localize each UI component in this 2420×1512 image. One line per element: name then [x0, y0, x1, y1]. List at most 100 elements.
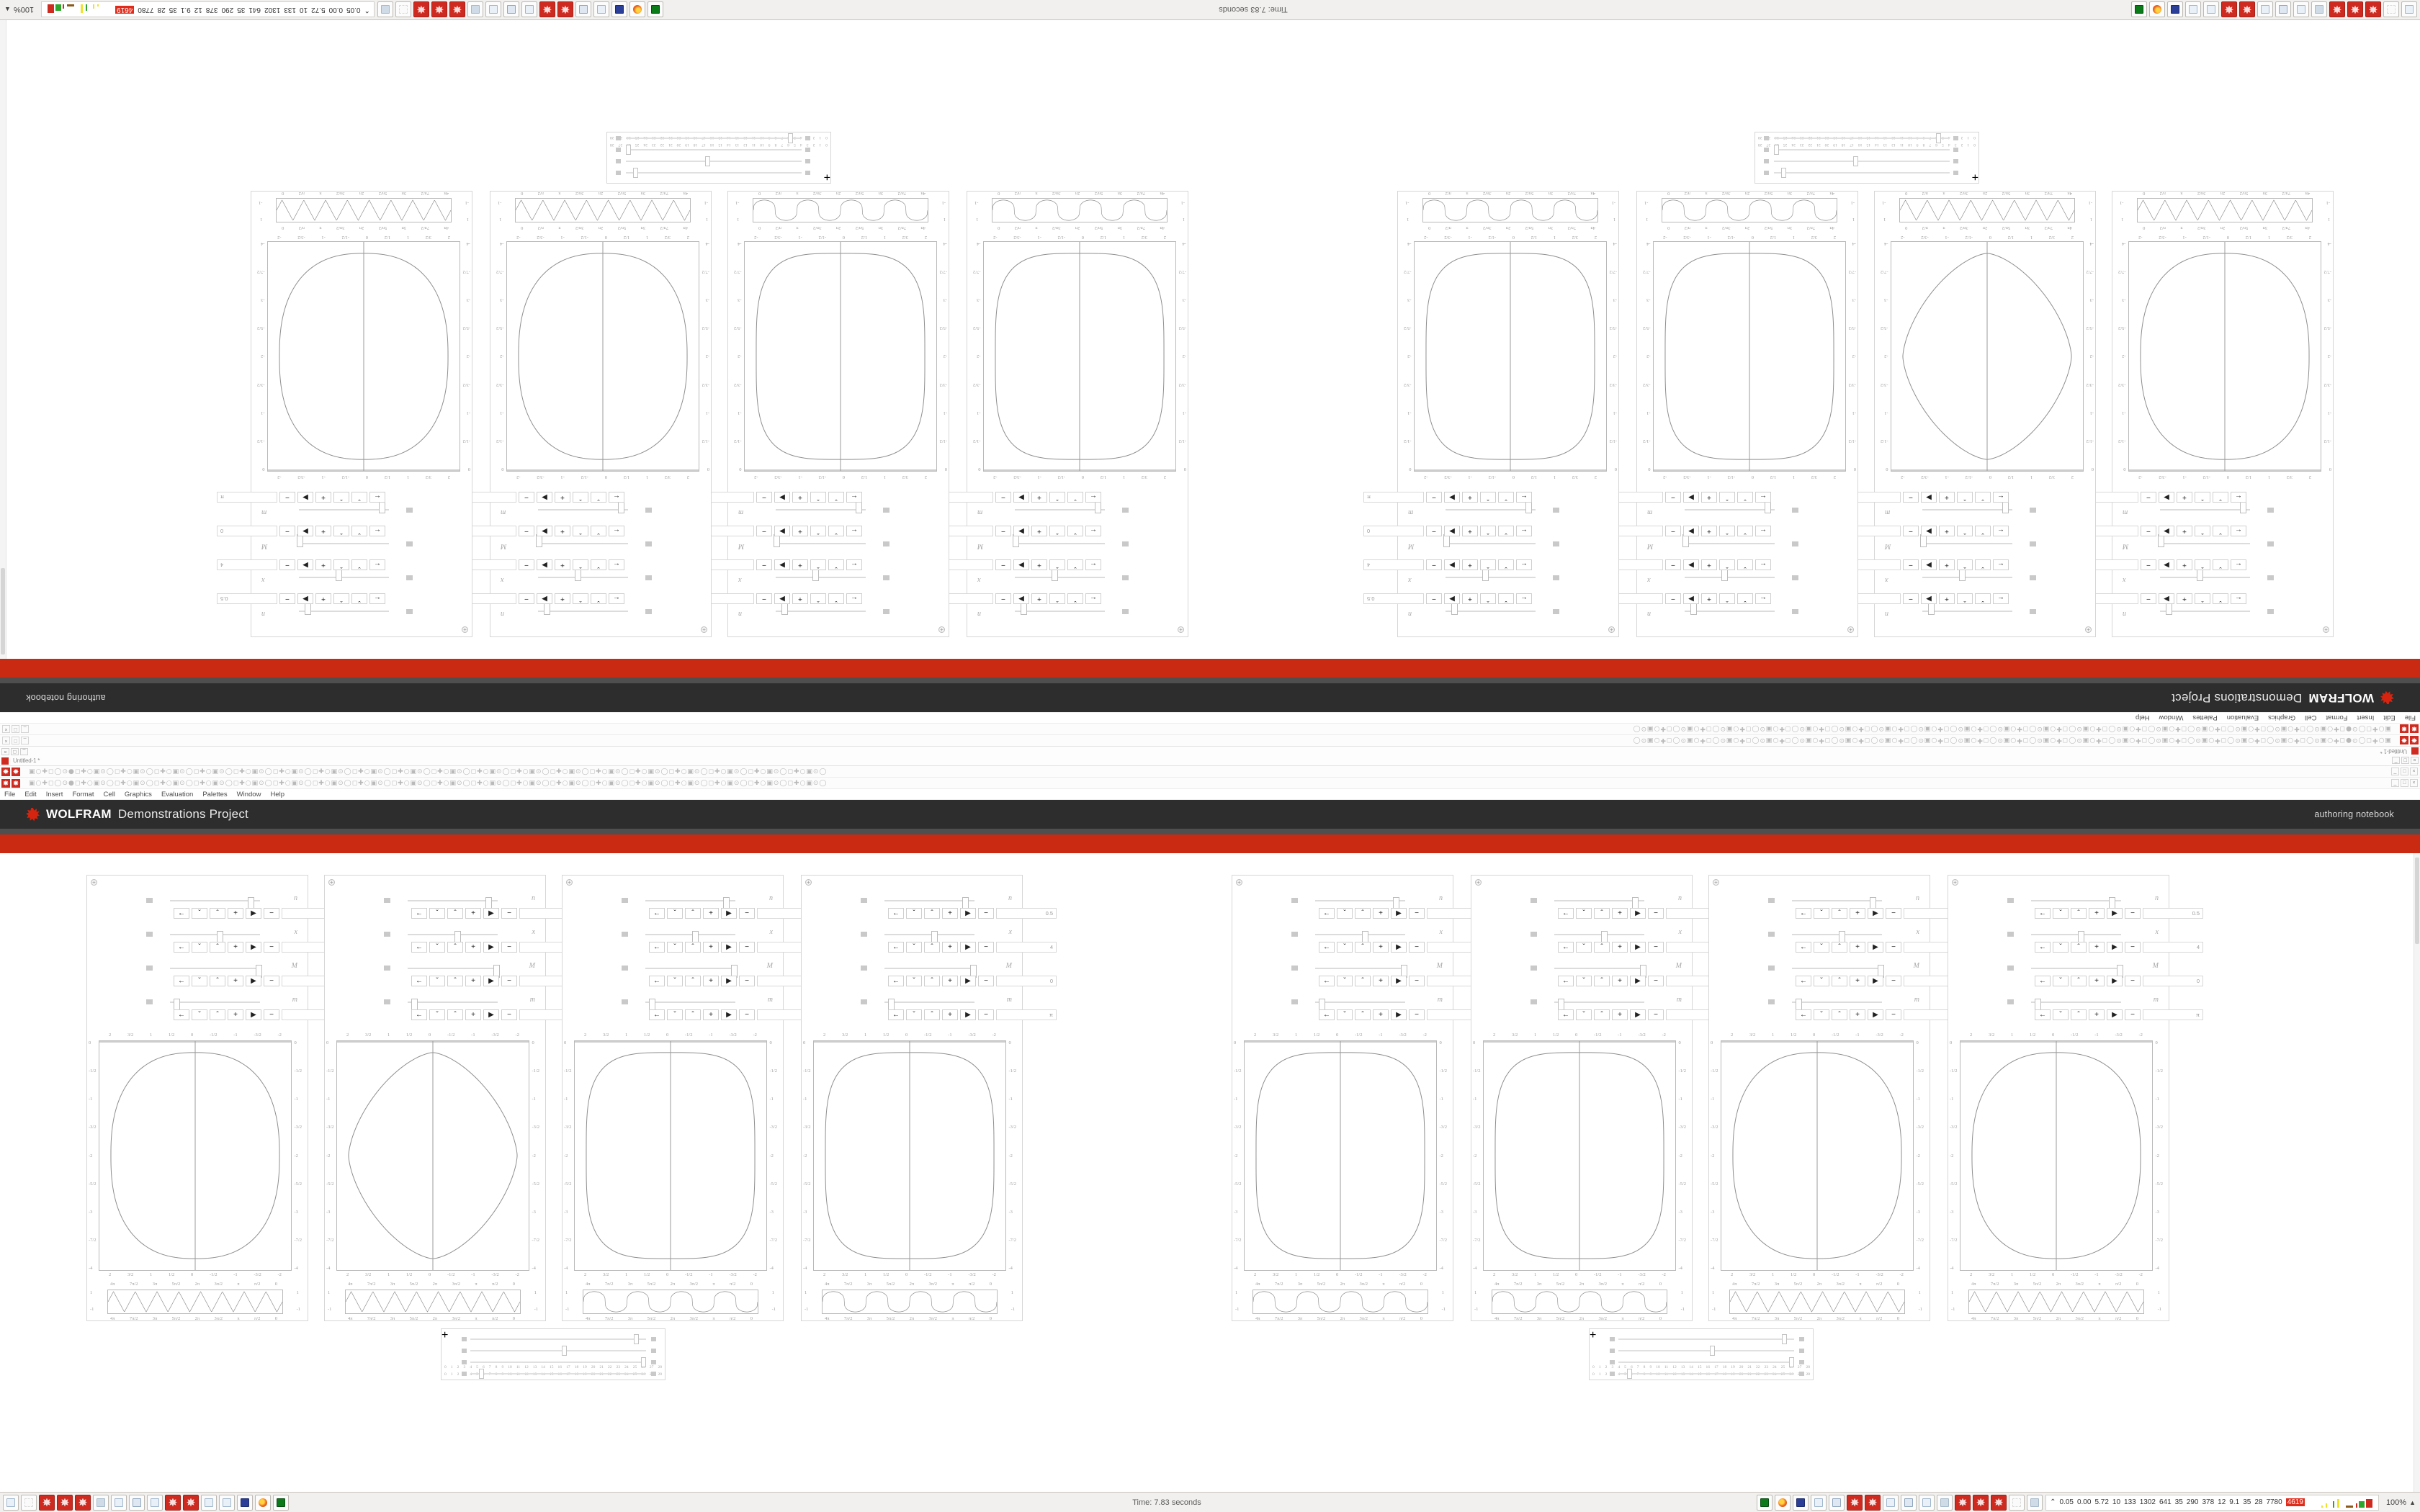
notebook-panel[interactable]: +n←ˇˆ+▶−0.5x←ˇˆ+▶−4M←ˇˆ+▶−0m←ˇˆ+▶−π23/21… — [86, 875, 342, 1321]
minus-square-icon[interactable] — [1291, 898, 1298, 903]
mathematica-icon[interactable] — [2329, 1, 2345, 18]
menu-format[interactable]: Format — [2326, 714, 2348, 722]
minus-square-icon[interactable] — [1610, 1337, 1615, 1341]
decrement-button[interactable]: − — [279, 526, 295, 536]
play-button[interactable]: ▶ — [537, 593, 552, 604]
waveform-plot[interactable] — [345, 1290, 521, 1314]
parametric-plot[interactable] — [744, 241, 937, 472]
decrement-button[interactable]: − — [1886, 1009, 1901, 1020]
increment-button[interactable]: + — [792, 559, 808, 570]
slider-track[interactable] — [538, 500, 628, 513]
slider-row-M[interactable]: M←ˇˆ+▶−0 — [2078, 521, 2331, 554]
detached-control-window[interactable]: +012345678910111213141516171819202122232… — [441, 1328, 666, 1380]
blank-doc-icon[interactable] — [395, 1, 411, 18]
slider-track[interactable] — [1446, 568, 1536, 581]
slider-row-M[interactable]: M←ˇˆ+▶−0 — [1473, 958, 1726, 991]
step-down-button[interactable]: ˇ — [828, 492, 844, 503]
slider-button-row[interactable]: ←ˇˆ+▶−π — [933, 492, 1101, 503]
calculator-icon[interactable] — [129, 1494, 145, 1511]
slider-track[interactable] — [1315, 931, 1405, 944]
waveform-plot[interactable] — [1899, 198, 2075, 222]
play-button[interactable]: ▶ — [537, 559, 552, 570]
slider-value-n[interactable]: 0.5 — [217, 593, 277, 604]
manipulate-controls[interactable]: n←ˇˆ+▶−0.5x←ˇˆ+▶−4M←ˇˆ+▶−0m←ˇˆ+▶−π — [694, 487, 947, 622]
slider-row-m[interactable]: m←ˇˆ+▶−π — [89, 991, 342, 1025]
minus-square-icon[interactable] — [2007, 932, 2014, 937]
slider-x[interactable] — [521, 568, 641, 582]
reset-button[interactable]: ← — [411, 976, 427, 986]
blank-doc-icon[interactable] — [2383, 1, 2399, 18]
play-button[interactable]: ▶ — [1868, 942, 1883, 953]
slider-track[interactable] — [297, 534, 389, 547]
step-up-button[interactable]: ˆ — [210, 1009, 225, 1020]
calculator-icon[interactable] — [575, 1, 591, 18]
slider-row-m[interactable]: m←ˇˆ+▶−π — [2078, 487, 2331, 521]
step-down-button[interactable]: ˇ — [591, 593, 606, 604]
slider-track[interactable] — [2160, 568, 2250, 581]
slider-track[interactable] — [1792, 999, 1882, 1012]
taskbar-left-buttons[interactable] — [1959, 1, 2420, 18]
slider-button-row[interactable]: ←ˇˆ+▶−0.5 — [1796, 908, 1964, 919]
waveform-plot[interactable] — [1422, 198, 1598, 222]
increment-button[interactable]: + — [2089, 942, 2105, 953]
minus-square-icon[interactable] — [406, 575, 413, 580]
toolbar-row-2-mirror[interactable]: ▣○✚◻◯⊙●◻✚○▣⊙◯◻✚○▣⊙◯◻✚○▣⊙◯◻✚○▣⊙◯◻✚○▣⊙◯◻✚○… — [0, 723, 2420, 734]
notebook-panel[interactable]: +n←ˇˆ+▶−0.5x←ˇˆ+▶−4M←ˇˆ+▶−0m←ˇˆ+▶−π23/21… — [456, 191, 712, 637]
minus-square-icon[interactable] — [861, 898, 867, 903]
notepad-icon[interactable] — [147, 1494, 163, 1511]
plus-circle-icon[interactable]: + — [701, 626, 707, 633]
step-down-button[interactable]: ˇ — [1576, 1009, 1592, 1020]
plus-circle-icon[interactable]: + — [1952, 879, 1958, 886]
slider-M[interactable] — [395, 964, 515, 978]
manipulate-controls[interactable]: n←ˇˆ+▶−0.5x←ˇˆ+▶−4M←ˇˆ+▶−0m←ˇˆ+▶−π — [1603, 487, 1856, 622]
increment-button[interactable]: + — [2089, 908, 2105, 919]
step-down-button[interactable]: ˇ — [1737, 593, 1753, 604]
minus-square-icon[interactable] — [462, 1360, 467, 1364]
reset-button[interactable]: ← — [649, 942, 665, 953]
slider-m[interactable] — [282, 500, 402, 514]
play-button[interactable]: ▶ — [1013, 593, 1029, 604]
slider-button-row[interactable]: ←ˇˆ+▶−0 — [2078, 526, 2246, 536]
minus-square-icon[interactable] — [462, 1337, 467, 1341]
reset-button[interactable]: ← — [369, 559, 385, 570]
slider-row-n[interactable]: n←ˇˆ+▶−0.5 — [1840, 588, 2094, 622]
taskbar-right-buttons[interactable] — [377, 1, 663, 18]
minus-square-icon[interactable] — [861, 999, 867, 1004]
reset-button[interactable]: ← — [411, 908, 427, 919]
play-button[interactable]: ▶ — [246, 1009, 261, 1020]
decrement-button[interactable]: − — [756, 593, 772, 604]
slider-row-m[interactable]: m←ˇˆ+▶−π — [1603, 487, 1856, 521]
slider-M[interactable] — [632, 964, 753, 978]
maximize-button[interactable]: □ — [2401, 757, 2409, 764]
parametric-plot[interactable] — [1891, 241, 2084, 472]
manipulate-controls[interactable]: n←ˇˆ+▶−0.5x←ˇˆ+▶−4M←ˇˆ+▶−0m←ˇˆ+▶−π — [326, 890, 580, 1025]
minus-square-icon[interactable] — [616, 136, 621, 140]
calculator-icon[interactable] — [503, 1, 519, 18]
step-up-button[interactable]: ˆ — [1480, 526, 1496, 536]
increment-button[interactable]: + — [1612, 908, 1628, 919]
slider-button-row[interactable]: ←ˇˆ+▶−π — [694, 492, 862, 503]
slider-track[interactable] — [645, 999, 735, 1012]
play-button[interactable]: ▶ — [1444, 559, 1460, 570]
step-down-button[interactable]: ˇ — [1498, 526, 1514, 536]
decrement-button[interactable]: − — [995, 559, 1011, 570]
step-up-button[interactable]: ˆ — [573, 526, 588, 536]
slider-track[interactable] — [626, 161, 802, 162]
slider-track[interactable] — [1922, 500, 2012, 513]
step-up-button[interactable]: ˆ — [210, 908, 225, 919]
step-down-button[interactable]: ˇ — [1337, 976, 1353, 986]
minus-square-icon[interactable] — [1291, 999, 1298, 1004]
step-down-button[interactable]: ˇ — [2213, 559, 2228, 570]
step-up-button[interactable]: ˆ — [924, 976, 940, 986]
slider-button-row[interactable]: ←ˇˆ+▶−π — [1319, 1009, 1487, 1020]
reset-button[interactable]: ← — [888, 942, 904, 953]
plus-circle-icon[interactable]: + — [1608, 626, 1615, 633]
slider-button-row[interactable]: ←ˇˆ+▶−π — [2078, 492, 2246, 503]
minus-square-icon[interactable] — [1799, 1349, 1804, 1353]
increment-button[interactable]: + — [1373, 942, 1389, 953]
step-down-button[interactable]: ˇ — [906, 976, 922, 986]
play-button[interactable]: ▶ — [1921, 593, 1937, 604]
toolbar-gear-icons-2[interactable] — [0, 778, 22, 788]
